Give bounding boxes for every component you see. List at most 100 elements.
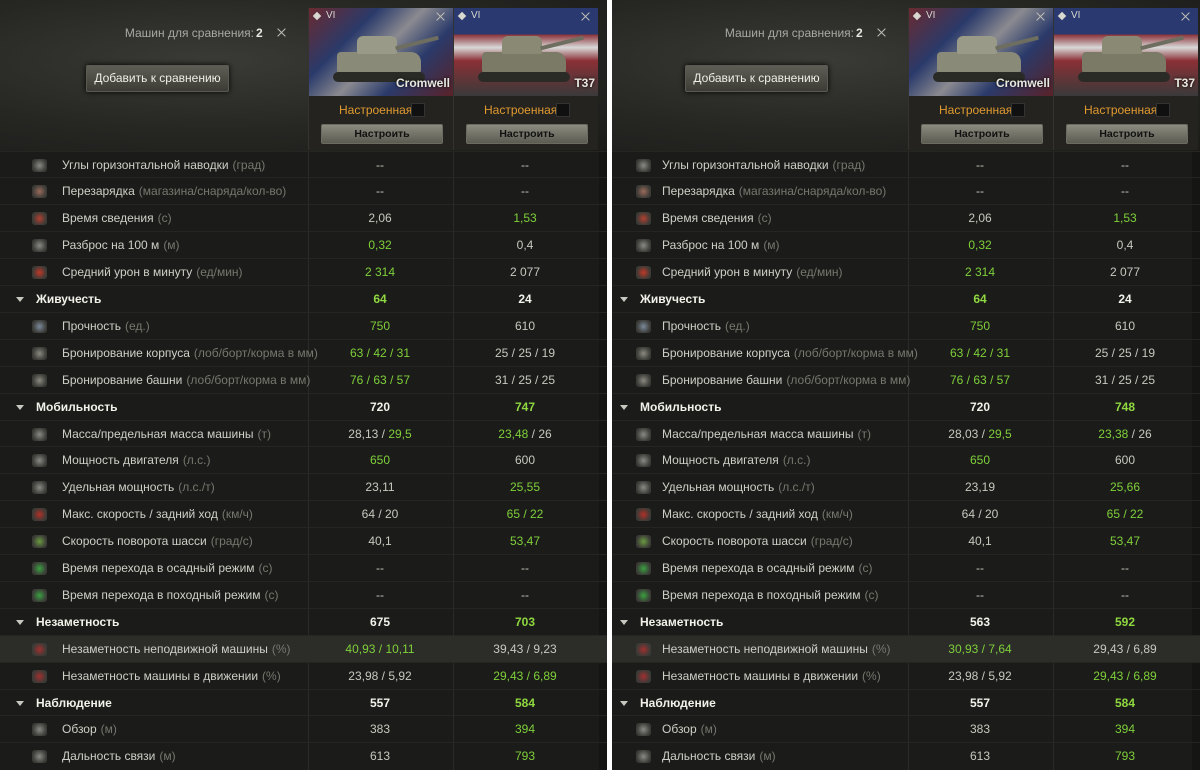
better-value: 23,48 (498, 426, 529, 441)
add-to-compare-button[interactable]: Добавить к сравнению (86, 65, 229, 92)
stat-name: Перезарядка (62, 184, 135, 199)
stat-icon (636, 588, 651, 602)
stat-label: Перезарядка (магазина/снаряда/кол-во) (62, 184, 286, 198)
stat-unit: (м) (163, 238, 180, 253)
stat-value: 25,55 (453, 480, 597, 494)
stat-icon (32, 723, 47, 737)
value: 31 / 25 / 25 (1094, 372, 1156, 387)
stat-row: Удельная мощность (л.с./т) 23,19 25,66 (612, 473, 1200, 501)
configure-button[interactable]: Настроить (1066, 124, 1188, 144)
add-to-compare-button[interactable]: Добавить к сравнению (685, 65, 828, 92)
value: -- (521, 561, 529, 575)
collapse-arrow[interactable] (620, 404, 628, 410)
reset-config-button[interactable] (1156, 103, 1170, 117)
collapse-arrow[interactable] (620, 619, 628, 625)
reset-config-button[interactable] (411, 103, 425, 117)
section-title: Незаметность (640, 614, 724, 629)
tank-turret (502, 36, 542, 54)
value: 2 077 (1109, 265, 1141, 280)
value: -- (976, 184, 984, 199)
stat-value: 557 (908, 696, 1052, 710)
stat-name: Обзор (662, 722, 697, 737)
stat-label: Углы горизонтальной наводки (град) (62, 158, 265, 172)
remove-tank-button[interactable] (581, 12, 590, 21)
stat-value: 40,93 / 10,11 (308, 642, 452, 656)
value: 23,11 (365, 480, 395, 495)
stat-value: 1,53 (453, 211, 597, 225)
better-value: 793 (514, 749, 536, 764)
value: -- (1121, 184, 1129, 199)
better-value: 750 (369, 318, 391, 333)
collapse-arrow[interactable] (16, 404, 24, 410)
stat-label: Обзор (м) (662, 722, 717, 736)
stat-value: -- (453, 184, 597, 198)
collapse-arrow[interactable] (16, 297, 24, 302)
stat-value: -- (308, 588, 452, 602)
stat-value: 650 (908, 453, 1052, 467)
configure-button[interactable]: Настроить (921, 124, 1043, 144)
config-status: Настроенная (339, 103, 413, 117)
stat-icon (636, 642, 651, 656)
stat-name: Время перехода в осадный режим (662, 561, 855, 575)
stat-label: Перезарядка (магазина/снаряда/кол-во) (662, 184, 886, 198)
remove-tank-button[interactable] (436, 12, 445, 21)
configure-button[interactable]: Настроить (466, 124, 588, 144)
stat-name: Углы горизонтальной наводки (662, 157, 829, 172)
value: -- (521, 157, 529, 172)
stat-unit: (лоб/борт/корма в мм) (186, 372, 311, 387)
stat-row: Обзор (м) 383 394 (612, 715, 1200, 743)
better-value: 703 (514, 614, 536, 629)
clear-button[interactable] (877, 28, 886, 37)
stat-label: Средний урон в минуту (ед/мин) (662, 265, 843, 279)
header: Машин для сравнения: 2 Добавить к сравнени… (0, 0, 607, 151)
configure-button[interactable]: Настроить (321, 124, 443, 144)
stat-label: Разброс на 100 м (м) (62, 238, 180, 252)
collapse-arrow[interactable] (16, 700, 24, 706)
value: / 26 (1128, 426, 1152, 441)
stat-unit: (лоб/борт/корма в мм) (793, 345, 918, 360)
better-value: 76 / 63 / 57 (349, 372, 411, 387)
stat-icon (32, 588, 47, 602)
stat-value: -- (308, 184, 452, 198)
stat-label: Прочность (ед.) (662, 319, 750, 333)
tank-body (937, 52, 1021, 74)
stat-value: 703 (453, 615, 597, 629)
tank-gun (540, 35, 584, 51)
better-value: 394 (514, 722, 536, 737)
collapse-arrow[interactable] (620, 297, 628, 302)
stat-name: Скорость поворота шасси (662, 534, 807, 549)
better-value: 29,5 (388, 426, 412, 441)
stat-value: 394 (1053, 722, 1197, 736)
stat-label: Скорость поворота шасси (град/с) (62, 534, 253, 548)
clear-button[interactable] (277, 28, 286, 37)
stat-name: Обзор (62, 722, 97, 737)
stat-icon (636, 212, 651, 226)
remove-tank-button[interactable] (1181, 12, 1190, 21)
stat-row: Разброс на 100 м (м) 0,32 0,4 (0, 231, 607, 259)
better-value: 584 (514, 695, 536, 710)
better-value: 29,43 / 6,89 (493, 668, 557, 683)
stat-row: Макс. скорость / задний ход (км/ч) 64 / 20… (612, 500, 1200, 528)
value: 29,43 / 6,89 (1093, 641, 1157, 656)
collapse-arrow[interactable] (620, 700, 628, 706)
reset-config-button[interactable] (556, 103, 570, 117)
collapse-arrow[interactable] (16, 619, 24, 625)
stat-row: Прочность (ед.) 750 610 (612, 311, 1200, 340)
stat-icon (636, 185, 651, 199)
stat-label: Углы горизонтальной наводки (град) (662, 158, 865, 172)
reset-config-button[interactable] (1011, 103, 1025, 117)
stat-label: Незаметность неподвижной машины (%) (662, 642, 891, 656)
stat-unit: (град) (832, 157, 866, 172)
stat-name: Бронирование башни (62, 372, 183, 387)
stat-unit: (т) (257, 426, 272, 441)
tank-image (454, 8, 598, 96)
remove-tank-button[interactable] (1036, 12, 1045, 21)
stat-row: Бронирование корпуса (лоб/борт/корма в мм… (612, 338, 1200, 367)
stat-name: Средний урон в минуту (662, 265, 793, 280)
value: 720 (969, 399, 991, 414)
tank-name: T37 (1174, 76, 1195, 90)
stat-icon (32, 427, 47, 441)
tank-tracks (333, 72, 425, 82)
config-status: Настроенная (484, 103, 558, 117)
stat-label: Бронирование башни (лоб/борт/корма в мм) (662, 373, 910, 387)
